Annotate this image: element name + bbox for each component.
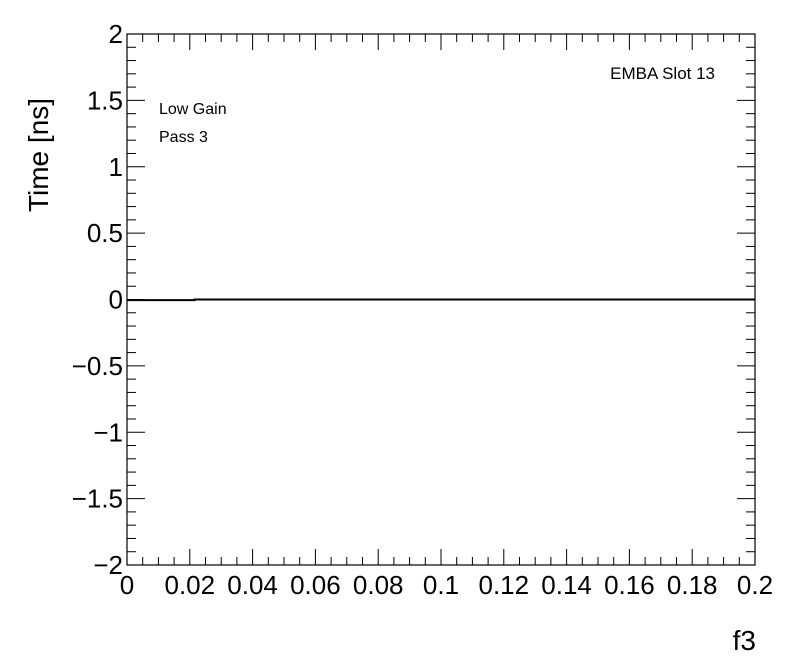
y-tick-label: 1 (109, 152, 123, 182)
axis-ticks: 0 0.02 0.04 0.06 0.08 0.1 0.12 0.14 0.16 0.18 0.2 −… (72, 19, 773, 600)
x-tick-label: 0.2 (737, 570, 773, 600)
y-tick-label: −1.5 (72, 484, 123, 514)
x-tick-label: 0.08 (353, 570, 404, 600)
annotation-pass: Pass 3 (159, 129, 208, 146)
y-axis-label: Time [ns] (23, 98, 54, 212)
series-line-0 (127, 298, 755, 302)
y-tick-label: 0.5 (87, 218, 123, 248)
y-tick-label: 0 (109, 285, 123, 315)
y-tick-label: 2 (109, 19, 123, 49)
y-tick-label: −0.5 (72, 351, 123, 381)
annotation-slot: EMBA Slot 13 (610, 64, 715, 83)
series-group (127, 298, 755, 302)
x-tick-label: 0.18 (667, 570, 718, 600)
x-axis-label: f3 (733, 625, 756, 656)
y-tick-label: 1.5 (87, 85, 123, 115)
x-tick-label: 0.1 (423, 570, 459, 600)
annotation-gain: Low Gain (159, 101, 227, 118)
x-tick-label: 0.02 (164, 570, 215, 600)
x-tick-label: 0 (120, 570, 134, 600)
x-tick-label: 0.06 (290, 570, 341, 600)
x-tick-label: 0.16 (604, 570, 655, 600)
x-tick-label: 0.12 (478, 570, 529, 600)
y-tick-label: −2 (93, 550, 123, 580)
y-tick-label: −1 (93, 417, 123, 447)
x-tick-label: 0.14 (541, 570, 592, 600)
x-tick-label: 0.04 (227, 570, 278, 600)
